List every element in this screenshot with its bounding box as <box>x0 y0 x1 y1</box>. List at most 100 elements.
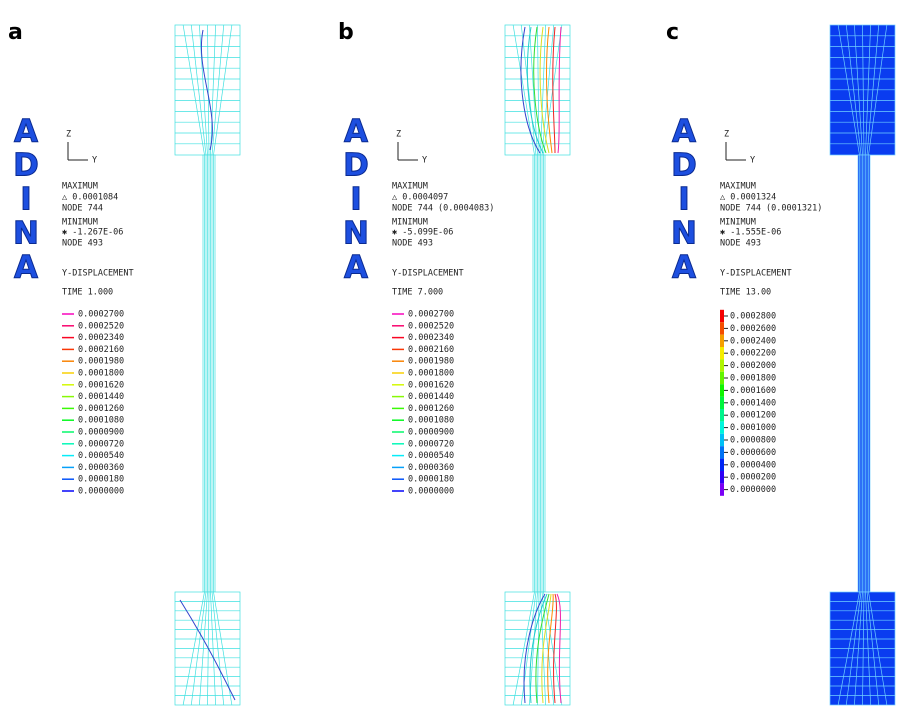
maximum: MAXIMUM <box>392 182 428 192</box>
logo-letter: I <box>350 182 362 218</box>
legend-label: 0.0002700 <box>408 310 454 320</box>
max-node: NODE 744 (0.0004083) <box>392 204 494 214</box>
specimen <box>505 25 570 705</box>
legend-label: 0.0002520 <box>78 321 124 331</box>
legend-label: 0.0001260 <box>408 404 454 414</box>
legend-label: 0.0001800 <box>730 374 776 384</box>
logo-letter: A <box>14 250 38 286</box>
axis-y: Y <box>92 156 97 166</box>
legend-label: 0.0000400 <box>730 460 776 470</box>
color-bar <box>720 421 724 433</box>
logo-letter: N <box>343 216 369 252</box>
legend-label: 0.0001080 <box>408 416 454 426</box>
color-bar <box>720 347 724 359</box>
legend-label: 0.0001000 <box>730 423 776 433</box>
logo-letter: D <box>671 148 697 184</box>
legend-label: 0.0000720 <box>408 439 454 449</box>
max-node: NODE 744 <box>62 204 103 214</box>
time: TIME 7.000 <box>392 288 443 298</box>
color-bar <box>720 322 724 334</box>
logo-letter: A <box>344 114 368 150</box>
legend-label: 0.0000800 <box>730 436 776 446</box>
specimen <box>830 25 895 705</box>
color-bar <box>720 359 724 371</box>
legend-label: 0.0001440 <box>408 392 454 402</box>
legend-label: 0.0000900 <box>78 428 124 438</box>
legend-label: 0.0001980 <box>78 357 124 367</box>
maximum: MAXIMUM <box>720 182 756 192</box>
logo-letter: A <box>14 114 38 150</box>
logo-letter: N <box>671 216 697 252</box>
logo-letter: D <box>343 148 369 184</box>
legend-label: 0.0001620 <box>78 380 124 390</box>
quantity: Y-DISPLACEMENT <box>62 269 134 279</box>
panel-label: b <box>338 20 354 45</box>
logo-letter: I <box>678 182 690 218</box>
legend-label: 0.0000540 <box>78 451 124 461</box>
panel-label: a <box>8 20 23 45</box>
legend-label: 0.0002340 <box>78 333 124 343</box>
legend-label: 0.0001600 <box>730 386 776 396</box>
legend-label: 0.0000720 <box>78 439 124 449</box>
min-value: ✱ -5.099E-06 <box>392 228 453 238</box>
min-node: NODE 493 <box>720 239 761 249</box>
figure: aADINAZYMAXIMUM△ 0.0001084NODE 744MINIMU… <box>0 0 907 718</box>
legend-label: 0.0001260 <box>78 404 124 414</box>
legend-label: 0.0002400 <box>730 336 776 346</box>
axis-z: Z <box>724 130 729 140</box>
legend-label: 0.0001800 <box>78 369 124 379</box>
max-value: △ 0.0001084 <box>62 193 118 203</box>
legend-label: 0.0001200 <box>730 411 776 421</box>
legend-label: 0.0002800 <box>730 312 776 322</box>
legend-label: 0.0000360 <box>408 463 454 473</box>
color-bar <box>720 471 724 483</box>
color-bar <box>720 397 724 409</box>
quantity: Y-DISPLACEMENT <box>392 269 464 279</box>
color-bar <box>720 372 724 384</box>
min-value: ✱ -1.555E-06 <box>720 228 781 238</box>
min-value: ✱ -1.267E-06 <box>62 228 123 238</box>
axis-z: Z <box>66 130 71 140</box>
color-bar <box>720 434 724 446</box>
max-value: △ 0.0004097 <box>392 193 448 203</box>
legend-label: 0.0001800 <box>408 369 454 379</box>
min-node: NODE 493 <box>392 239 433 249</box>
logo-letter: A <box>672 114 696 150</box>
legend-label: 0.0002600 <box>730 324 776 334</box>
legend-label: 0.0001400 <box>730 398 776 408</box>
legend-label: 0.0002700 <box>78 310 124 320</box>
legend-label: 0.0000200 <box>730 473 776 483</box>
color-bar <box>720 310 724 322</box>
legend-label: 0.0000900 <box>408 428 454 438</box>
logo-letter: D <box>13 148 39 184</box>
axis-y: Y <box>422 156 427 166</box>
legend-label: 0.0002160 <box>78 345 124 355</box>
color-bar <box>720 459 724 471</box>
min-node: NODE 493 <box>62 239 103 249</box>
panel-label: c <box>666 20 679 45</box>
legend-label: 0.0000540 <box>408 451 454 461</box>
legend-label: 0.0000000 <box>78 487 124 497</box>
legend-label: 0.0002520 <box>408 321 454 331</box>
legend-label: 0.0000000 <box>730 485 776 495</box>
color-bar <box>720 335 724 347</box>
legend-label: 0.0002200 <box>730 349 776 359</box>
legend-label: 0.0001080 <box>78 416 124 426</box>
legend-label: 0.0001620 <box>408 380 454 390</box>
minimum: MINIMUM <box>392 218 428 228</box>
color-bar <box>720 446 724 458</box>
legend-label: 0.0001440 <box>78 392 124 402</box>
maximum: MAXIMUM <box>62 182 98 192</box>
legend-label: 0.0002000 <box>730 361 776 371</box>
legend-label: 0.0000360 <box>78 463 124 473</box>
color-bar <box>720 483 724 495</box>
legend-label: 0.0000180 <box>78 475 124 485</box>
legend-label: 0.0000600 <box>730 448 776 458</box>
legend-label: 0.0001980 <box>408 357 454 367</box>
time: TIME 13.00 <box>720 288 771 298</box>
axis-z: Z <box>396 130 401 140</box>
logo-letter: A <box>672 250 696 286</box>
max-node: NODE 744 (0.0001321) <box>720 204 822 214</box>
